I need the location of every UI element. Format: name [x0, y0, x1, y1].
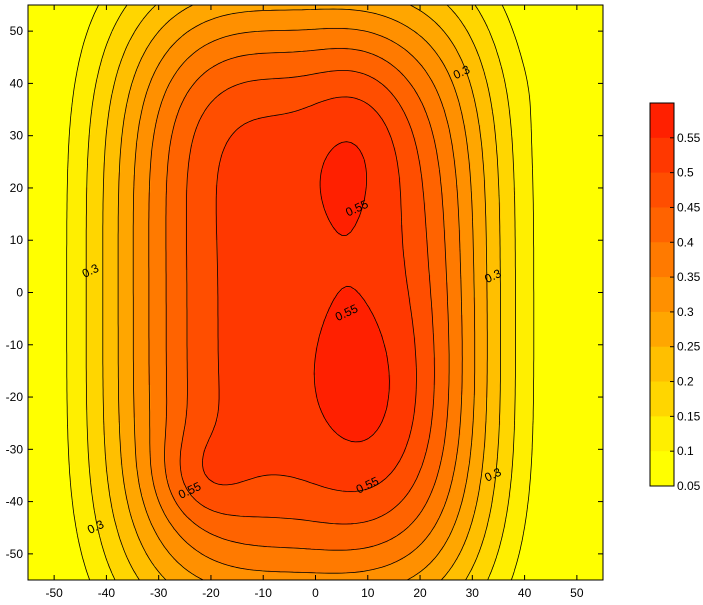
colorbar-label: 0.2 — [677, 375, 694, 389]
x-tick-label: 40 — [518, 586, 532, 600]
colorbar-label: 0.3 — [677, 305, 694, 319]
y-tick-label: -20 — [6, 390, 24, 404]
colorbar-label: 0.45 — [677, 200, 701, 214]
colorbar-label: 0.35 — [677, 270, 701, 284]
colorbar-label: 0.4 — [677, 235, 694, 249]
colorbar-label: 0.15 — [677, 409, 701, 423]
x-tick-label: -30 — [150, 586, 168, 600]
x-tick-label: -20 — [202, 586, 220, 600]
colorbar-band — [650, 277, 674, 312]
x-tick-label: 10 — [361, 586, 375, 600]
contour-field — [28, 5, 603, 580]
colorbar-band — [650, 103, 674, 138]
colorbar-band — [650, 207, 674, 242]
x-tick-label: 30 — [466, 586, 480, 600]
colorbar-band — [650, 416, 674, 451]
y-tick-label: 20 — [10, 181, 24, 195]
x-tick-label: 50 — [570, 586, 584, 600]
x-tick-label: 0 — [312, 586, 319, 600]
colorbar-band — [650, 312, 674, 347]
x-tick-label: 20 — [413, 586, 427, 600]
colorbar-label: 0.55 — [677, 131, 701, 145]
y-tick-label: 10 — [10, 233, 24, 247]
y-tick-label: -40 — [6, 495, 24, 509]
y-tick-label: 50 — [10, 24, 24, 38]
y-tick-label: 40 — [10, 76, 24, 90]
y-tick-label: -30 — [6, 442, 24, 456]
colorbar-band — [650, 173, 674, 208]
colorbar-label: 0.05 — [677, 479, 701, 493]
colorbar-label: 0.1 — [677, 444, 694, 458]
colorbar-band — [650, 347, 674, 382]
colorbar-label: 0.5 — [677, 166, 694, 180]
colorbar: 0.55 0.5 0.45 0.4 0.35 0.3 0.25 0.2 0.15 0.1 0.05 — [650, 103, 701, 493]
x-tick-label: -40 — [98, 586, 116, 600]
x-tick-label: -50 — [45, 586, 63, 600]
y-tick-label: 0 — [16, 286, 23, 300]
y-tick-label: -50 — [6, 547, 24, 561]
colorbar-band — [650, 242, 674, 277]
colorbar-band — [650, 382, 674, 417]
colorbar-band — [650, 451, 674, 486]
colorbar-label: 0.25 — [677, 340, 701, 354]
x-tick-label: -10 — [255, 586, 273, 600]
y-tick-label: 30 — [10, 129, 24, 143]
y-tick-label: -10 — [6, 338, 24, 352]
colorbar-band — [650, 138, 674, 173]
